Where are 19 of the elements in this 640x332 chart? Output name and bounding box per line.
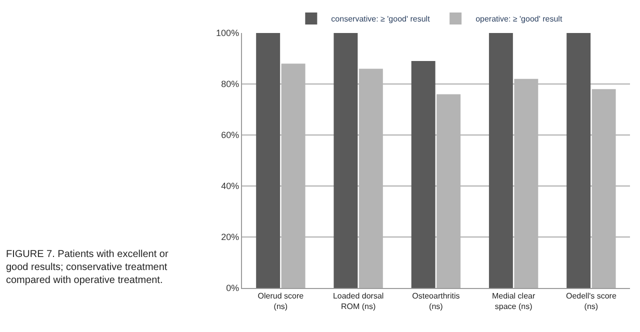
y-tick-label: 60% (221, 130, 240, 140)
y-tick-label: 20% (221, 232, 240, 242)
bar (566, 33, 591, 288)
y-tick-label: 80% (221, 79, 240, 90)
bar (334, 33, 358, 288)
y-tick-label: 40% (221, 181, 240, 192)
caption: FIGURE 7. Patients with excellent or good results; conservative treatment compared with operative treatment. (6, 249, 169, 286)
x-tick-label: Medial clear space (ns) (492, 292, 536, 311)
legend-label: operative: ≥ 'good' result (476, 14, 563, 24)
bar (488, 33, 513, 288)
x-tick-label: Loaded dorsal ROM (ns) (332, 292, 384, 311)
bar (411, 61, 436, 288)
bar (256, 33, 280, 288)
x-tick-label: Oedell's score (ns) (566, 292, 617, 311)
x-tick-label: Osteoarthritis (ns) (412, 292, 460, 311)
x-tick-label: Olerud score (ns) (258, 292, 304, 311)
legend-label: conservative: ≥ 'good' result (331, 14, 431, 24)
y-tick-label: 0% (226, 283, 240, 294)
y-tick-label: 100% (216, 28, 240, 38)
